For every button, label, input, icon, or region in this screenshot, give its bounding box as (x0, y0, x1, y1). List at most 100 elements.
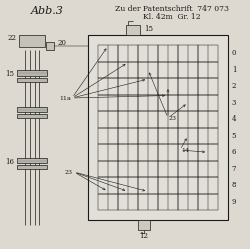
Bar (118, 127, 138, 144)
Bar (138, 78, 158, 95)
Bar (98, 45, 118, 62)
Bar (138, 111, 158, 127)
Bar (118, 193, 138, 210)
Bar (138, 193, 158, 210)
Bar (17, 114, 47, 118)
Text: Zu der Patentschrift  747 073: Zu der Patentschrift 747 073 (115, 5, 229, 13)
Bar (198, 95, 218, 111)
Bar (98, 95, 118, 111)
Bar (158, 95, 178, 111)
Bar (17, 70, 47, 76)
Bar (98, 62, 118, 78)
Bar (178, 95, 198, 111)
Bar (198, 193, 218, 210)
Bar (178, 45, 198, 62)
Bar (158, 193, 178, 210)
Bar (17, 107, 47, 112)
Bar (98, 111, 118, 127)
Bar (178, 78, 198, 94)
Bar (158, 161, 178, 177)
Bar (98, 161, 118, 177)
Text: 0: 0 (232, 49, 236, 57)
Bar (17, 165, 47, 169)
Bar (178, 127, 198, 144)
Bar (198, 62, 218, 77)
Bar (99, 45, 117, 209)
Bar (118, 46, 138, 61)
Bar (159, 95, 177, 209)
Text: 3: 3 (232, 99, 236, 107)
Text: 6: 6 (232, 148, 236, 156)
Bar (178, 78, 198, 95)
Bar (158, 62, 178, 78)
Bar (17, 158, 47, 163)
Bar (198, 177, 218, 193)
Text: 16: 16 (5, 158, 14, 166)
Bar (138, 95, 158, 111)
Bar (119, 62, 137, 209)
Bar (138, 177, 158, 193)
Text: 5: 5 (232, 132, 236, 140)
Text: 12: 12 (140, 232, 148, 240)
Text: 15: 15 (5, 70, 14, 78)
Text: 23: 23 (169, 116, 177, 121)
Bar (138, 220, 150, 230)
Bar (126, 25, 140, 35)
Bar (118, 161, 138, 177)
Bar (198, 127, 218, 144)
Bar (178, 144, 198, 161)
Bar (178, 95, 198, 111)
Bar (198, 62, 218, 78)
Bar (198, 161, 218, 177)
Bar (158, 78, 178, 94)
Bar (158, 177, 178, 193)
Bar (138, 62, 158, 78)
Text: 14: 14 (181, 147, 189, 152)
Bar (118, 111, 138, 127)
Bar (118, 78, 138, 95)
Bar (178, 177, 198, 193)
Bar (178, 111, 198, 127)
Bar (198, 45, 218, 62)
Bar (118, 177, 138, 193)
Text: 20: 20 (58, 39, 67, 47)
Text: 15: 15 (144, 25, 153, 33)
Bar (178, 161, 198, 177)
Bar (158, 45, 178, 62)
Bar (178, 193, 198, 210)
Bar (198, 46, 218, 61)
Bar (158, 144, 178, 161)
Bar (198, 78, 218, 95)
Text: 2: 2 (232, 82, 236, 90)
Bar (98, 177, 118, 193)
Bar (118, 95, 138, 111)
Bar (158, 78, 178, 95)
Bar (158, 46, 178, 61)
Text: 1: 1 (232, 66, 236, 74)
Bar (199, 127, 217, 209)
Text: 22: 22 (7, 34, 16, 42)
Text: 8: 8 (232, 181, 236, 189)
Bar (138, 161, 158, 177)
Bar (19, 35, 45, 47)
Bar (198, 78, 218, 94)
Bar (138, 46, 158, 61)
Bar (178, 46, 198, 61)
Bar (139, 78, 157, 209)
Text: Kl. 42m  Gr. 12: Kl. 42m Gr. 12 (143, 13, 201, 21)
Bar (178, 62, 198, 77)
Bar (179, 111, 197, 209)
Text: Abb.3: Abb.3 (30, 6, 64, 16)
Bar (98, 78, 118, 95)
Bar (118, 144, 138, 161)
Bar (118, 62, 138, 78)
Bar (158, 127, 178, 144)
Bar (138, 144, 158, 161)
Bar (138, 62, 158, 77)
Bar (88, 35, 228, 220)
Bar (98, 127, 118, 144)
Text: 4: 4 (232, 115, 236, 123)
Bar (198, 95, 218, 111)
Bar (98, 144, 118, 161)
Bar (118, 45, 138, 62)
